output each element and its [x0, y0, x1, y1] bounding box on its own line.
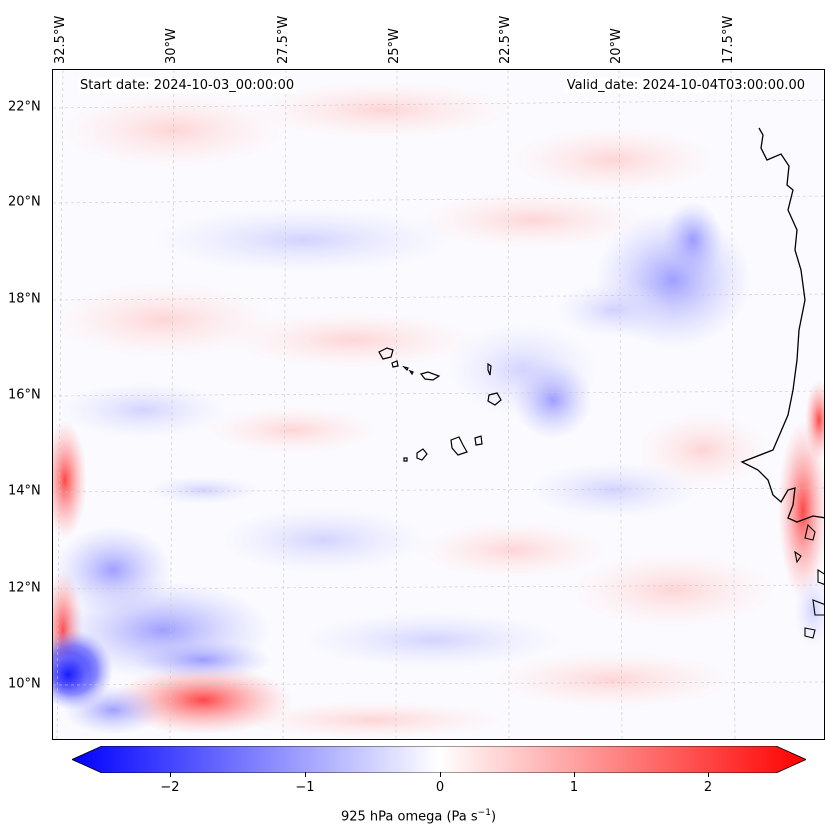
lon-label-32-5w: 32.5°W — [53, 15, 68, 64]
lat-label-14n: 14°N — [8, 483, 41, 499]
colorbar-tick-0: 0 — [435, 780, 445, 795]
colorbar-tick-minus-1: −1 — [295, 780, 315, 795]
colorbar-tickmark — [170, 772, 171, 777]
lon-label-17-5w: 17.5°W — [721, 15, 736, 64]
colorbar-tickmark — [574, 772, 575, 777]
lon-label-22-5w: 22.5°W — [498, 15, 513, 64]
colorbar-tickmark — [708, 772, 709, 777]
lat-label-20n: 20°N — [8, 194, 41, 210]
lon-label-25w: 25°W — [387, 28, 402, 64]
colorbar-tickmark — [440, 772, 441, 777]
colorbar-label: 925 hPa omega (Pa s−1) — [340, 808, 497, 825]
coastline — [740, 127, 824, 523]
lon-label-27-5w: 27.5°W — [276, 15, 291, 64]
colorbar-tick-minus-2: −2 — [160, 780, 180, 795]
omega-field — [53, 70, 824, 739]
colorbar-tick-2: 2 — [703, 780, 713, 795]
islands — [378, 347, 502, 462]
lon-label-20w: 20°W — [609, 28, 624, 64]
colorbar-tickmark — [305, 772, 306, 777]
lat-label-22n: 22°N — [8, 99, 41, 115]
gridlines — [53, 70, 824, 739]
colorbar-tick-1: 1 — [569, 780, 579, 795]
lat-label-10n: 10°N — [8, 676, 41, 692]
lat-label-16n: 16°N — [8, 387, 41, 403]
omega-map — [52, 69, 825, 740]
valid-date-label: Valid_date: 2024-10-04T03:00:00.00 — [564, 78, 807, 93]
field-pattern — [53, 80, 824, 739]
lat-label-18n: 18°N — [8, 291, 41, 307]
colorbar — [72, 746, 806, 773]
lat-label-12n: 12°N — [8, 580, 41, 596]
start-date-label: Start date: 2024-10-03_00:00:00 — [78, 78, 297, 93]
lon-label-30w: 30°W — [164, 28, 179, 64]
coastline-islands — [794, 523, 824, 639]
